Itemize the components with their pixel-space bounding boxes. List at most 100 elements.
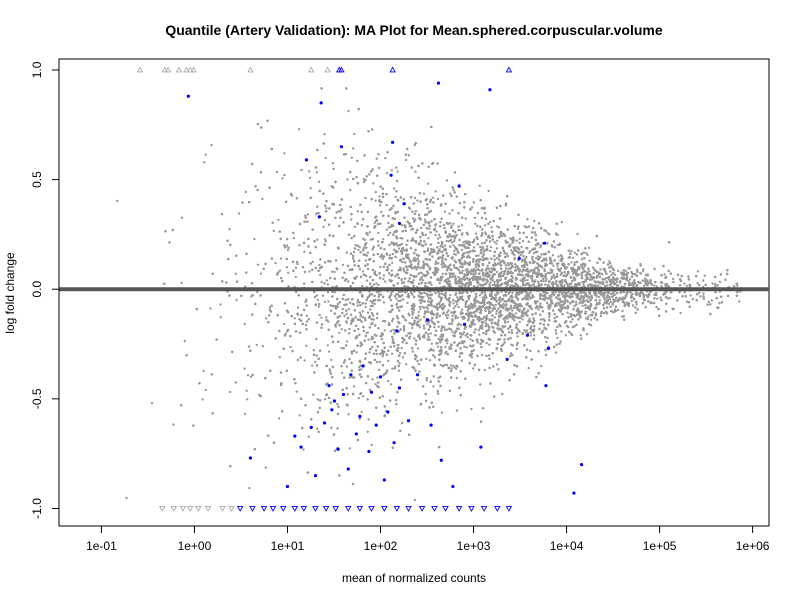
gene-point <box>465 262 469 265</box>
gene-point <box>425 213 429 216</box>
gene-point <box>639 272 642 275</box>
gene-point <box>711 282 714 285</box>
gene-point <box>559 273 562 276</box>
gene-point <box>570 261 573 264</box>
gene-point <box>352 385 356 388</box>
gene-point <box>404 265 408 268</box>
gene-point <box>464 217 467 220</box>
gene-point <box>366 430 369 433</box>
gene-point <box>418 326 421 329</box>
gene-point <box>322 225 325 228</box>
gene-point <box>229 390 232 394</box>
gene-point <box>440 263 443 266</box>
gene-point <box>489 281 492 284</box>
gene-point <box>324 240 327 243</box>
non-significant-points <box>116 87 743 502</box>
gene-point <box>317 305 320 308</box>
gene-point <box>465 251 468 254</box>
gene-point <box>410 224 413 228</box>
gene-point <box>595 295 598 298</box>
gene-point <box>341 307 344 311</box>
gene-point <box>528 295 531 298</box>
gene-point <box>360 410 363 413</box>
gene-point <box>550 277 553 281</box>
gene-point <box>360 368 363 371</box>
gene-point <box>522 255 525 258</box>
gene-point <box>416 228 419 231</box>
gene-point <box>380 337 384 341</box>
gene-point <box>317 180 321 183</box>
gene-point <box>347 109 350 113</box>
gene-point <box>475 262 478 265</box>
gene-point <box>493 268 496 272</box>
gene-point <box>556 336 559 340</box>
gene-point <box>585 271 588 274</box>
gene-point <box>571 272 575 275</box>
gene-point <box>434 233 437 237</box>
gene-point <box>340 328 344 331</box>
gene-point <box>472 201 476 204</box>
gene-point <box>511 251 514 255</box>
gene-point <box>718 280 722 284</box>
gene-point <box>451 330 454 333</box>
gene-point <box>354 243 357 247</box>
gene-point <box>582 283 585 286</box>
gene-point <box>380 210 383 214</box>
gene-point <box>453 259 456 262</box>
gene-point <box>428 227 431 230</box>
gene-point <box>437 376 440 380</box>
gene-point <box>552 264 555 267</box>
gene-point <box>474 222 477 225</box>
gene-point <box>683 282 686 285</box>
gene-point <box>470 350 473 353</box>
gene-point <box>411 259 415 262</box>
gene-point <box>599 268 602 271</box>
gene-point <box>628 278 632 281</box>
gene-point <box>439 275 442 279</box>
gene-point <box>480 353 484 357</box>
gene-point <box>411 350 414 353</box>
gene-point <box>443 328 446 331</box>
gene-point <box>436 389 439 393</box>
gene-point <box>385 203 388 207</box>
gene-point <box>377 293 381 296</box>
gene-point <box>506 317 509 320</box>
gene-point <box>278 356 282 359</box>
gene-point <box>344 298 347 302</box>
gene-point <box>528 274 531 278</box>
gene-point <box>396 170 399 173</box>
gene-point <box>321 294 325 297</box>
gene-point <box>422 324 425 327</box>
gene-point <box>364 259 367 262</box>
gene-point <box>497 226 501 229</box>
gene-point <box>219 316 222 319</box>
gene-point <box>412 279 415 282</box>
gene-point <box>419 307 422 311</box>
gene-point <box>368 293 372 296</box>
gene-point <box>367 338 370 341</box>
gene-point <box>407 154 411 157</box>
gene-point <box>307 435 310 438</box>
gene-point <box>268 306 272 309</box>
gene-point <box>496 239 499 242</box>
gene-point <box>249 375 253 378</box>
gene-point <box>696 270 700 273</box>
gene-point <box>370 443 373 447</box>
gene-point <box>555 272 559 276</box>
gene-point <box>429 332 432 335</box>
gene-point <box>344 152 348 156</box>
gene-point <box>584 273 587 277</box>
gene-point <box>246 398 249 401</box>
gene-point <box>394 195 397 199</box>
gene-point <box>305 344 308 347</box>
gene-point <box>400 252 404 256</box>
gene-point <box>463 340 466 343</box>
gene-point <box>358 366 361 369</box>
gene-point <box>406 301 409 305</box>
gene-point <box>554 351 558 354</box>
gene-point <box>526 218 529 221</box>
gene-point <box>427 237 430 240</box>
gene-point <box>369 299 372 303</box>
gene-point <box>478 333 481 336</box>
gene-point <box>489 249 492 253</box>
